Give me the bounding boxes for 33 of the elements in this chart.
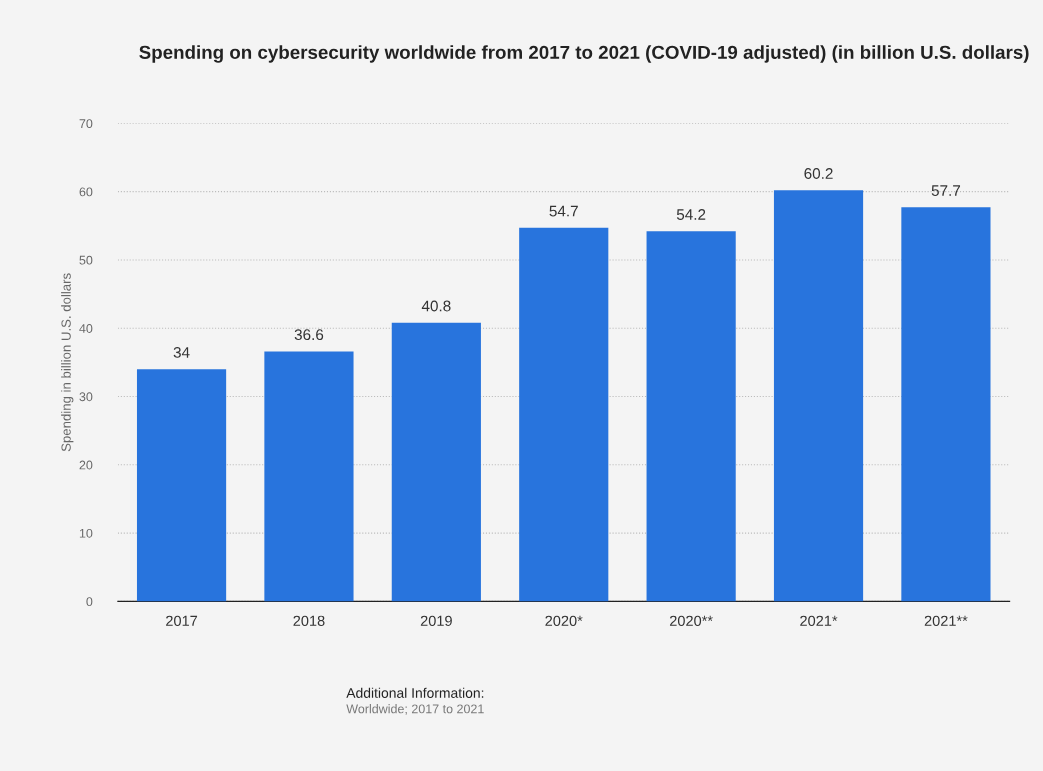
- x-tick-label: 2019: [420, 615, 452, 626]
- x-tick-label: 2017: [166, 615, 198, 626]
- x-tick-label: 2021*: [800, 615, 838, 626]
- data-label: 36.6: [294, 329, 324, 341]
- y-tick-label: 10: [79, 528, 93, 538]
- y-tick-label: 60: [79, 187, 93, 197]
- y-tick-label: 30: [79, 392, 93, 402]
- data-label: 60.2: [804, 168, 833, 179]
- bar: [519, 227, 609, 602]
- bar: [136, 369, 227, 602]
- y-tick-label: 40: [79, 324, 93, 333]
- text: Additional Information:: [346, 687, 484, 698]
- bar: [264, 351, 354, 602]
- data-label: 54.7: [549, 205, 578, 217]
- x-tick-label: 2020**: [669, 615, 713, 626]
- data-label: 40.8: [421, 300, 451, 312]
- bar: [391, 322, 481, 602]
- x-tick-label: 2021**: [924, 615, 968, 626]
- chart-title: Spending on cybersecurity worldwide from 2017 to 2021 (COVID-19 adjusted) (in billion U.S. dollars): [139, 45, 1029, 63]
- y-tick-label: 50: [79, 255, 93, 265]
- y-tick-label: 20: [79, 460, 93, 470]
- x-tick-label: 2020*: [545, 615, 583, 626]
- bar: [901, 207, 991, 602]
- y-axis-title: Spending in billion U.S. dollars: [61, 273, 74, 452]
- y-tick-label: 70: [79, 119, 93, 129]
- text: Worldwide; 2017 to 2021: [346, 704, 484, 715]
- data-label: 34: [173, 347, 190, 358]
- data-label: 57.7: [931, 185, 961, 196]
- data-label: 54.2: [676, 209, 706, 220]
- bar: [646, 231, 736, 602]
- bar: [773, 190, 864, 602]
- y-tick-label: 0: [86, 597, 93, 607]
- x-tick-label: 2018: [293, 615, 325, 626]
